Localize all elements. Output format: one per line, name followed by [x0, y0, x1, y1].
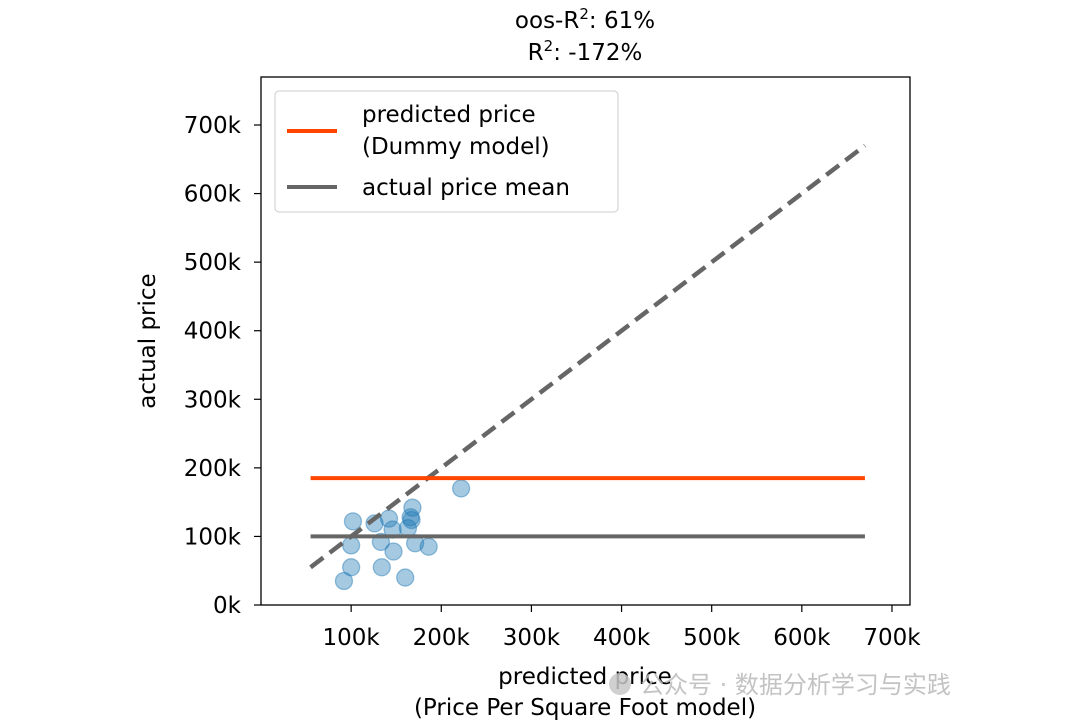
legend-mean-label: actual price mean	[362, 175, 570, 201]
x-tick-label: 500k	[683, 625, 741, 651]
y-tick-label: 700k	[184, 113, 242, 139]
watermark-text: 公众号 · 数据分析学习与实践	[640, 671, 951, 699]
y-axis: 0k 100k 200k 300k 400k 500k 600k 700k	[184, 113, 261, 619]
x-tick-label: 700k	[863, 625, 921, 651]
y-tick-label: 200k	[184, 456, 242, 482]
watermark: 公众号 · 数据分析学习与实践	[609, 671, 951, 699]
x-tick-label: 600k	[773, 625, 831, 651]
y-tick-label: 500k	[184, 250, 242, 276]
title-line-1-superscript: 2	[579, 5, 589, 23]
title-line-1-prefix: oos-R	[515, 8, 579, 34]
scatter-point	[401, 508, 420, 527]
x-axis: 100k 200k 300k 400k 500k 600k 700k	[323, 605, 921, 651]
scatter-point	[384, 542, 403, 561]
chart-title-line-2: R2: -172%	[528, 37, 643, 66]
x-tick-label: 200k	[413, 625, 471, 651]
legend-dummy-label-line-1: predicted price	[362, 102, 536, 128]
scatter-point	[343, 512, 363, 531]
y-axis-title: actual price	[135, 273, 161, 408]
x-axis-title-line-2: (Price Per Square Foot model)	[414, 695, 756, 721]
plot-area	[309, 143, 867, 591]
scatter-point	[334, 571, 354, 591]
scatter-point	[341, 536, 361, 555]
scatter-point	[396, 568, 415, 587]
identity-diagonal-line	[309, 143, 867, 570]
scatter-point	[372, 558, 391, 577]
wechat-icon	[609, 673, 631, 695]
y-tick-label: 300k	[184, 387, 242, 413]
title-line-2-suffix: : -172%	[553, 40, 642, 66]
legend-box	[274, 90, 619, 213]
scatter-point	[403, 498, 422, 517]
scatter-point	[451, 479, 471, 498]
x-axis-title-line-1: predicted price	[498, 664, 672, 690]
legend-dummy-label-line-2: (Dummy model)	[362, 134, 550, 160]
title-line-1-suffix: : 61%	[589, 8, 655, 34]
legend: predicted price (Dummy model) actual pri…	[274, 90, 619, 213]
scatter-point	[341, 558, 361, 577]
x-tick-label: 100k	[323, 625, 381, 651]
y-tick-label: 600k	[184, 182, 242, 208]
scatter-point	[419, 537, 438, 556]
title-line-2-superscript: 2	[544, 37, 554, 55]
y-tick-label: 0k	[213, 593, 242, 619]
x-tick-label: 400k	[593, 625, 651, 651]
x-tick-label: 300k	[503, 625, 561, 651]
chart-title-line-1: oos-R2: 61%	[515, 5, 655, 34]
axes-frame	[260, 76, 911, 606]
scatter-point	[402, 510, 421, 530]
y-tick-label: 100k	[184, 524, 242, 550]
y-tick-label: 400k	[184, 319, 242, 345]
title-line-2-prefix: R	[528, 40, 544, 66]
